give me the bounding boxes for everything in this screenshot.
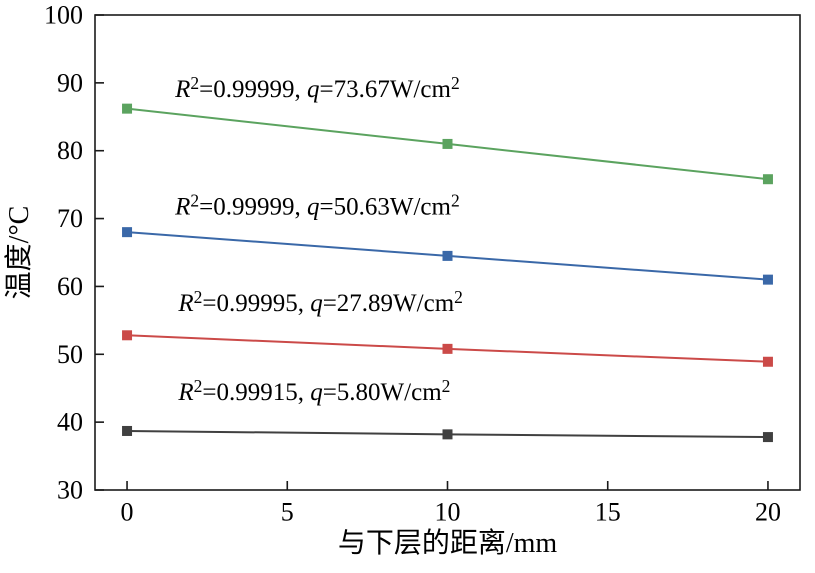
x-tick-label: 15 (595, 497, 621, 526)
y-tick-label: 100 (44, 1, 83, 30)
series-annotation: R2=0.99999, q=50.63W/cm2 (174, 191, 460, 221)
series-1: R2=0.99999, q=50.63W/cm2 (122, 191, 773, 285)
axis-ticks: 0 5 10 15 20 30 40 50 60 70 80 90 100 (44, 1, 781, 527)
y-axis-title: 温度/°C (3, 206, 35, 300)
data-point-marker (442, 138, 453, 149)
data-point-marker (122, 227, 133, 238)
y-tick-label: 90 (57, 68, 83, 97)
series-annotation: R2=0.99915, q=5.80W/cm2 (177, 376, 450, 406)
y-tick-label: 30 (57, 476, 83, 505)
data-point-marker (442, 429, 453, 440)
data-point-marker (442, 343, 453, 354)
data-point-marker (762, 174, 773, 185)
x-tick-label: 20 (755, 497, 781, 526)
x-tick-label: 0 (121, 497, 134, 526)
y-tick-label: 60 (57, 272, 83, 301)
y-tick-label: 70 (57, 204, 83, 233)
data-point-marker (762, 274, 773, 285)
y-tick-label: 40 (57, 408, 83, 437)
data-point-marker (442, 250, 453, 261)
data-point-marker (762, 356, 773, 367)
data-point-marker (122, 103, 133, 114)
x-tick-label: 10 (435, 497, 461, 526)
y-tick-label: 50 (57, 340, 83, 369)
data-point-marker (762, 432, 773, 443)
series-3: R2=0.99915, q=5.80W/cm2 (122, 376, 773, 443)
series-0: R2=0.99999, q=73.67W/cm2 (122, 73, 773, 185)
series-2: R2=0.99995, q=27.89W/cm2 (122, 287, 773, 367)
data-point-marker (122, 425, 133, 436)
x-tick-label: 5 (281, 497, 294, 526)
series-annotation: R2=0.99995, q=27.89W/cm2 (177, 287, 463, 317)
data-point-marker (122, 330, 133, 341)
x-axis-title: 与下层的距离/mm (338, 527, 558, 559)
y-tick-label: 80 (57, 136, 83, 165)
series-annotation: R2=0.99999, q=73.67W/cm2 (174, 73, 460, 103)
